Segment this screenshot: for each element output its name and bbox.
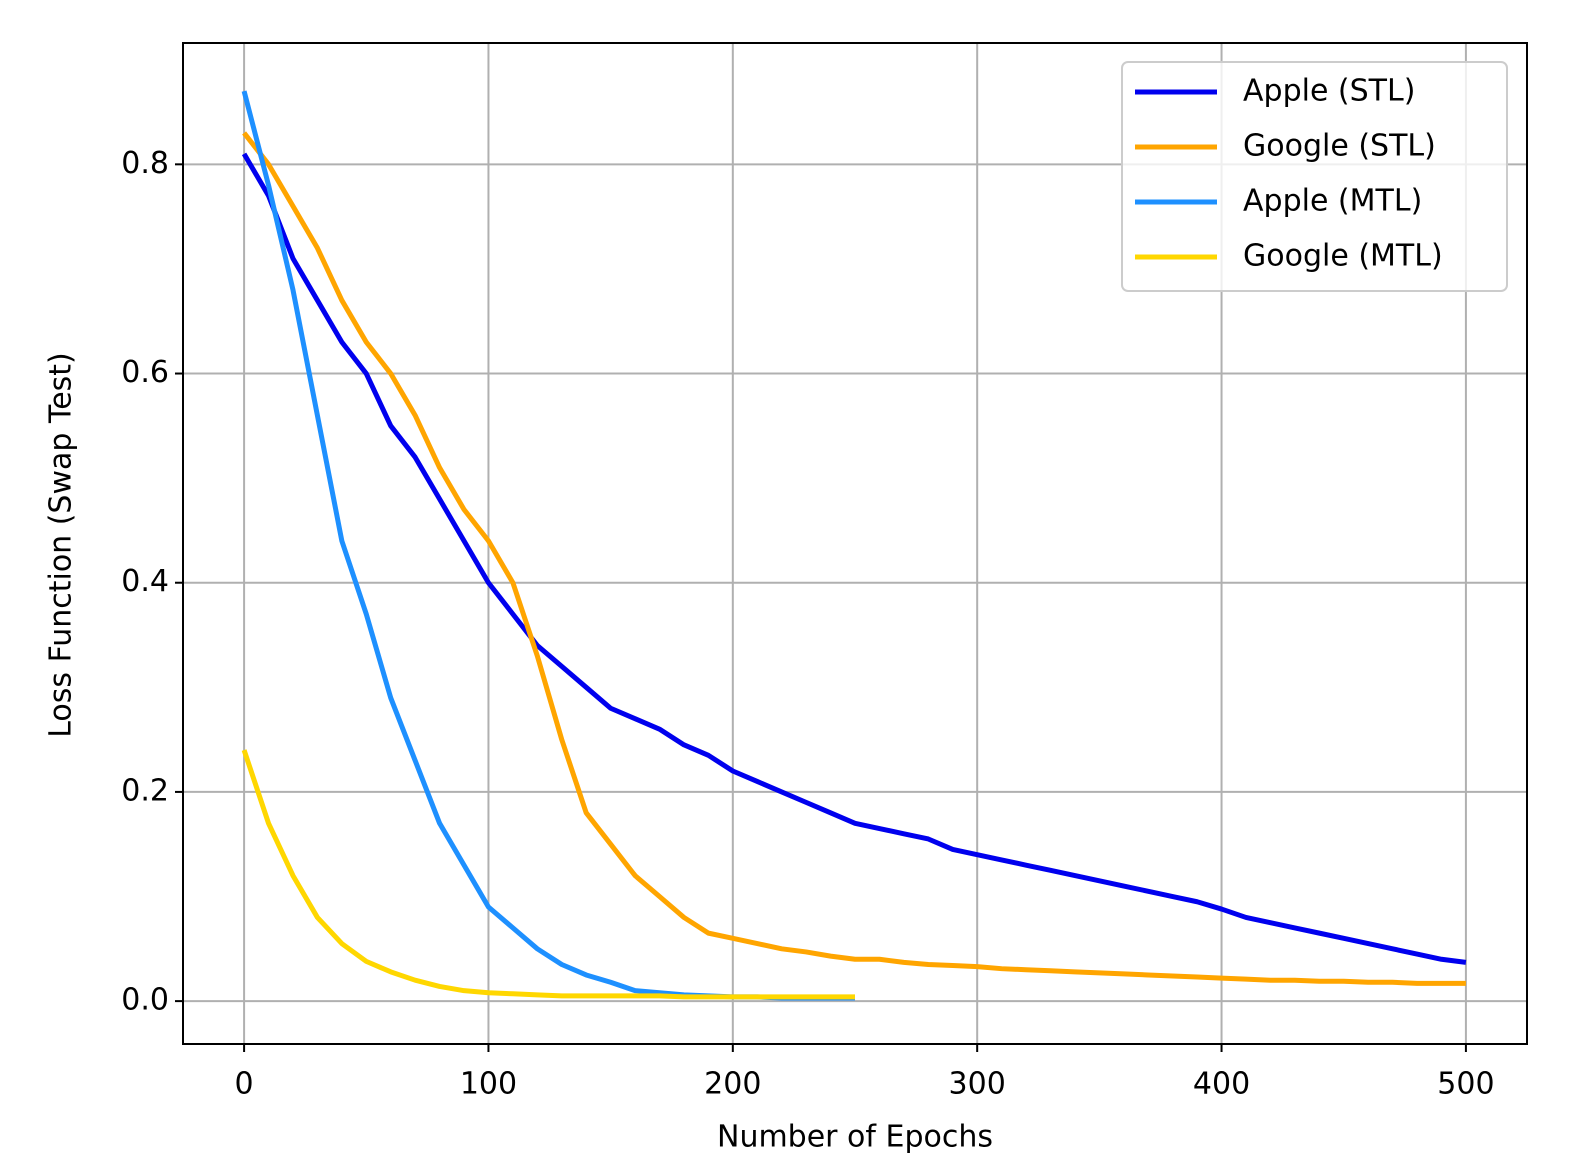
x-tick-label: 100 bbox=[460, 1067, 517, 1102]
legend-label: Google (STL) bbox=[1243, 129, 1436, 164]
y-tick-label: 0.4 bbox=[121, 564, 169, 599]
series-line bbox=[241, 749, 855, 1000]
series-line bbox=[241, 152, 1467, 965]
x-tick-label: 300 bbox=[949, 1067, 1006, 1102]
x-axis-label: Number of Epochs bbox=[717, 1120, 993, 1155]
y-tick-label: 0.6 bbox=[121, 355, 169, 390]
legend-label: Apple (MTL) bbox=[1243, 184, 1422, 219]
series-line bbox=[241, 90, 855, 1001]
x-tick-label: 0 bbox=[235, 1067, 254, 1102]
x-tick-label: 500 bbox=[1437, 1067, 1494, 1102]
x-tick-label: 400 bbox=[1193, 1067, 1250, 1102]
legend-box bbox=[1121, 61, 1508, 292]
series-line bbox=[242, 131, 1466, 986]
y-tick-label: 0.2 bbox=[121, 773, 169, 808]
legend-label: Google (MTL) bbox=[1243, 239, 1443, 274]
plot-frame bbox=[182, 42, 1528, 1045]
y-tick-label: 0.0 bbox=[121, 983, 169, 1018]
y-tick-label: 0.8 bbox=[121, 146, 169, 181]
x-tick-label: 200 bbox=[704, 1067, 761, 1102]
y-axis-label: Loss Function (Swap Test) bbox=[44, 352, 79, 738]
legend-label: Apple (STL) bbox=[1243, 74, 1415, 109]
